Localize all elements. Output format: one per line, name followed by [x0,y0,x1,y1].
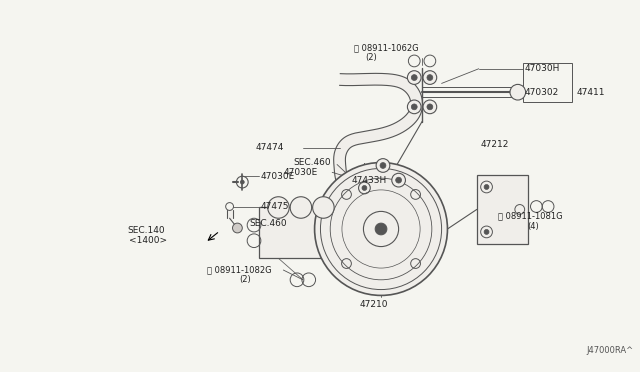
Circle shape [408,100,421,114]
Text: Ⓝ 08911-1081G: Ⓝ 08911-1081G [499,212,563,221]
Circle shape [232,223,243,233]
Text: (2): (2) [365,52,377,61]
Text: 47212: 47212 [481,141,509,150]
Circle shape [241,180,244,184]
Circle shape [423,71,436,84]
Circle shape [484,230,489,234]
Circle shape [392,173,406,187]
Polygon shape [333,73,422,202]
Text: <1400>: <1400> [129,236,167,245]
Text: SEC.460: SEC.460 [249,219,287,228]
Circle shape [380,163,386,169]
Circle shape [312,197,334,218]
Circle shape [510,84,525,100]
Circle shape [376,158,390,172]
Circle shape [375,223,387,235]
Text: Ⓝ 08911-1062G: Ⓝ 08911-1062G [354,44,419,53]
Text: 47433H: 47433H [352,176,387,185]
Text: (4): (4) [527,222,540,231]
Circle shape [362,186,367,190]
Circle shape [412,75,417,80]
Text: Ⓝ 08911-1082G: Ⓝ 08911-1082G [207,266,272,275]
Text: (2): (2) [239,275,251,284]
Circle shape [427,104,433,110]
Bar [259,208,342,258]
Circle shape [423,100,436,114]
Text: 47475: 47475 [261,202,289,211]
Text: 47030H: 47030H [525,64,560,73]
Text: 47030E: 47030E [284,168,317,177]
Circle shape [396,177,401,183]
Text: 47210: 47210 [360,300,388,309]
Text: J47000RA^: J47000RA^ [586,346,634,355]
Text: 47474: 47474 [256,143,284,153]
Bar [523,63,572,102]
Circle shape [290,197,312,218]
Bar [477,175,527,244]
Text: SEC.460: SEC.460 [293,158,331,167]
Text: SEC.140: SEC.140 [127,227,164,235]
Circle shape [408,71,421,84]
Circle shape [412,104,417,110]
Circle shape [484,185,489,189]
Text: 47030E: 47030E [261,172,295,181]
Circle shape [315,163,447,295]
Text: 47411: 47411 [577,88,605,97]
Circle shape [268,197,289,218]
Circle shape [427,75,433,80]
Text: 470302: 470302 [525,88,559,97]
